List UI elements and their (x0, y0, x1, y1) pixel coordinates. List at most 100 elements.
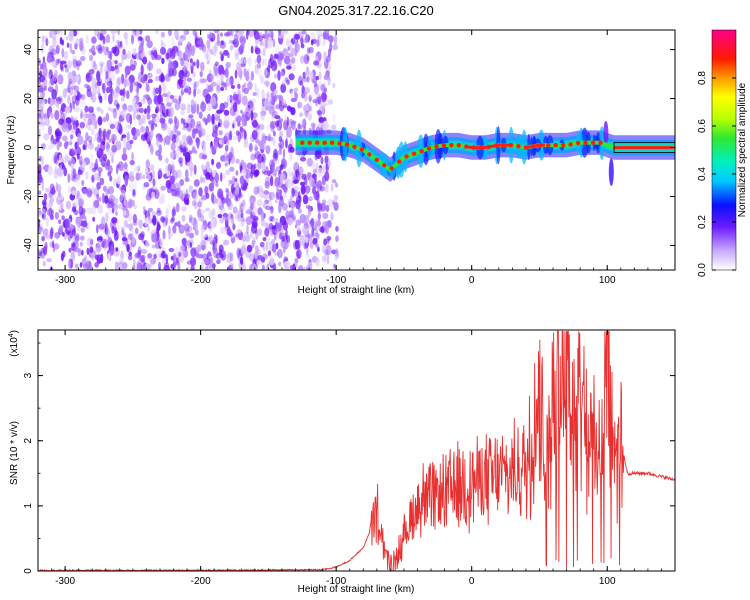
noise-blob (144, 108, 147, 115)
noise-blob (75, 217, 82, 227)
noise-blob (292, 64, 296, 72)
noise-blob (308, 94, 312, 102)
noise-blob (53, 96, 60, 107)
noise-blob (278, 62, 282, 67)
noise-blob (123, 168, 129, 172)
noise-blob (161, 122, 168, 131)
noise-blob (165, 52, 170, 60)
noise-blob (263, 80, 270, 86)
noise-blob (298, 124, 303, 130)
noise-blob (250, 195, 256, 203)
ridge-peak-dot (374, 157, 379, 162)
noise-blob (155, 54, 162, 61)
noise-blob (180, 189, 186, 199)
noise-blob (240, 217, 245, 227)
noise-blob (247, 81, 253, 91)
noise-blob (242, 83, 246, 93)
noise-blob (102, 153, 107, 162)
noise-blob (109, 175, 113, 182)
noise-blob (234, 52, 240, 61)
noise-blob (177, 220, 181, 228)
noise-blob (282, 148, 286, 159)
noise-blob (219, 254, 225, 259)
noise-blob (265, 135, 271, 141)
noise-blob (283, 119, 289, 131)
colorbar-label: Normalized spectral amplitude (737, 82, 748, 217)
noise-blob (112, 58, 115, 65)
noise-blob (150, 164, 155, 171)
noise-blob (78, 198, 84, 207)
noise-blob (77, 135, 84, 145)
noise-blob (124, 175, 129, 186)
noise-blob (73, 85, 80, 92)
noise-blob (223, 101, 229, 109)
noise-blob (279, 215, 287, 226)
noise-blob (310, 231, 316, 238)
noise-blob (123, 31, 128, 40)
noise-blob (308, 71, 313, 80)
noise-blob (243, 129, 247, 140)
noise-blob (183, 54, 188, 61)
top-y-axis-label: Frequency (Hz) (6, 116, 17, 185)
noise-blob (169, 218, 175, 224)
noise-blob (190, 99, 195, 106)
noise-blob (198, 78, 206, 84)
noise-blob (39, 109, 44, 120)
noise-blob (105, 212, 109, 223)
noise-blob (105, 112, 110, 122)
noise-blob (171, 37, 175, 47)
noise-blob (155, 115, 160, 124)
noise-blob (82, 161, 86, 168)
noise-blob (154, 251, 161, 262)
noise-blob (247, 56, 252, 67)
noise-blob (321, 255, 327, 263)
ridge-peak-dot (307, 140, 312, 145)
noise-blob (41, 252, 45, 260)
noise-blob (257, 63, 262, 69)
bottom-y-axis-label: SNR (10 * v/v) (9, 421, 20, 485)
ridge-peak-dot (367, 152, 372, 157)
noise-blob (235, 158, 240, 164)
noise-blob (193, 179, 200, 187)
noise-blob (97, 167, 103, 173)
noise-blob (221, 82, 227, 88)
noise-blob (218, 130, 223, 136)
noise-blob (138, 118, 144, 126)
noise-blob (112, 108, 118, 119)
noise-blob (194, 201, 198, 210)
noise-blob (166, 187, 172, 194)
noise-blob (279, 195, 284, 201)
noise-blob (123, 136, 127, 147)
noise-blob (274, 73, 278, 79)
noise-blob (268, 192, 272, 203)
noise-blob (245, 209, 252, 215)
noise-blob (75, 175, 81, 187)
noise-blob (139, 107, 144, 114)
noise-blob (178, 95, 182, 102)
noise-blob (239, 256, 244, 265)
noise-blob (264, 222, 270, 231)
noise-blob (316, 39, 320, 47)
noise-blob (290, 201, 296, 212)
noise-blob (74, 233, 80, 239)
noise-blob (323, 87, 328, 93)
noise-blob (211, 45, 215, 54)
noise-blob (172, 67, 177, 77)
noise-blob (96, 175, 101, 181)
noise-blob (38, 210, 42, 218)
noise-blob (39, 224, 44, 229)
ridge-peak-dot (404, 154, 409, 159)
ridge-spike (603, 120, 609, 145)
noise-blob (158, 197, 165, 205)
noise-blob (190, 65, 194, 75)
noise-blob (232, 206, 238, 214)
noise-blob (64, 153, 69, 162)
noise-blob (300, 38, 304, 46)
bottom-x-axis-label: Height of straight line (km) (298, 584, 415, 595)
noise-blob (254, 82, 257, 92)
noise-blob (184, 193, 188, 201)
noise-blob (123, 232, 127, 239)
noise-blob (277, 70, 281, 81)
noise-blob (207, 84, 214, 93)
noise-blob (287, 167, 292, 177)
